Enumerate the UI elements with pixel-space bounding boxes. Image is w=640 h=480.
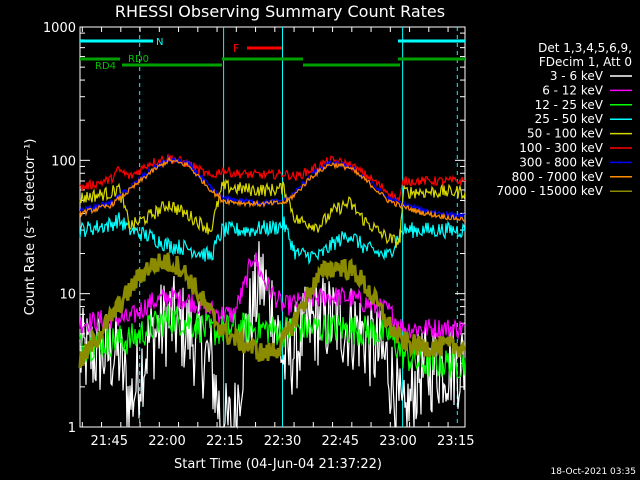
legend-entry-4: 50 - 100 keV [527, 127, 604, 141]
y-tick-label-1: 10 [59, 288, 76, 303]
annotation-f-label: F [233, 42, 239, 55]
legend-header-2: FDecim 1, Att 0 [539, 55, 632, 69]
x-tick-label-6: 23:15 [437, 434, 474, 449]
y-axis-label: Count Rate (s⁻¹ detector⁻¹) [23, 139, 38, 316]
legend-entry-2: 12 - 25 keV [535, 98, 604, 112]
series-line-0 [79, 241, 466, 430]
y-tick-label-0: 1 [68, 421, 76, 436]
annotation-rd4-label: RD4 [95, 61, 116, 72]
x-tick-label-5: 23:00 [379, 434, 416, 449]
x-tick-label-3: 22:30 [264, 434, 301, 449]
x-axis-label: Start Time (04-Jun-04 21:37:22) [174, 457, 382, 472]
series-line-1 [79, 252, 466, 340]
annotation-rd0-label: RD0 [128, 54, 149, 65]
legend-header-1: Det 1,3,4,5,6,9, [538, 41, 632, 55]
x-tick-label-0: 21:45 [91, 434, 128, 449]
legend: Det 1,3,4,5,6,9, FDecim 1, Att 0 3 - 6 k… [496, 41, 632, 198]
annotation-bars [80, 39, 465, 67]
legend-entry-1: 6 - 12 keV [542, 83, 604, 97]
x-tick-label-4: 22:45 [322, 434, 359, 449]
series-line-3 [79, 212, 466, 265]
x-tick-label-2: 22:15 [206, 434, 243, 449]
legend-entry-5: 100 - 300 keV [519, 141, 603, 155]
series-line-7 [79, 156, 466, 222]
x-axis-ticks: 21:45 22:00 22:15 22:30 22:45 23:00 23:15 [81, 27, 474, 449]
series-line-8 [78, 252, 466, 368]
legend-entry-8: 7000 - 15000 keV [496, 184, 603, 198]
x-tick-label-1: 22:00 [148, 434, 185, 449]
legend-entry-6: 300 - 800 keV [519, 155, 603, 169]
y-axis-ticks: 1 10 100 1000 [43, 21, 465, 436]
series-group [78, 154, 466, 430]
legend-entry-3: 25 - 50 keV [535, 112, 604, 126]
series-line-2 [79, 305, 466, 379]
series-line-4 [79, 178, 466, 249]
plot-frame [79, 26, 466, 428]
series-line-5 [79, 154, 466, 202]
y-tick-label-3: 1000 [43, 21, 76, 36]
footer-date: 18-Oct-2021 03:35 [551, 467, 636, 477]
annotation-n-label: N [156, 37, 163, 48]
legend-entry-0: 3 - 6 keV [550, 69, 604, 83]
y-tick-label-2: 100 [51, 154, 76, 169]
chart-title: RHESSI Observing Summary Count Rates [115, 2, 445, 21]
legend-entry-7: 800 - 7000 keV [512, 170, 604, 184]
